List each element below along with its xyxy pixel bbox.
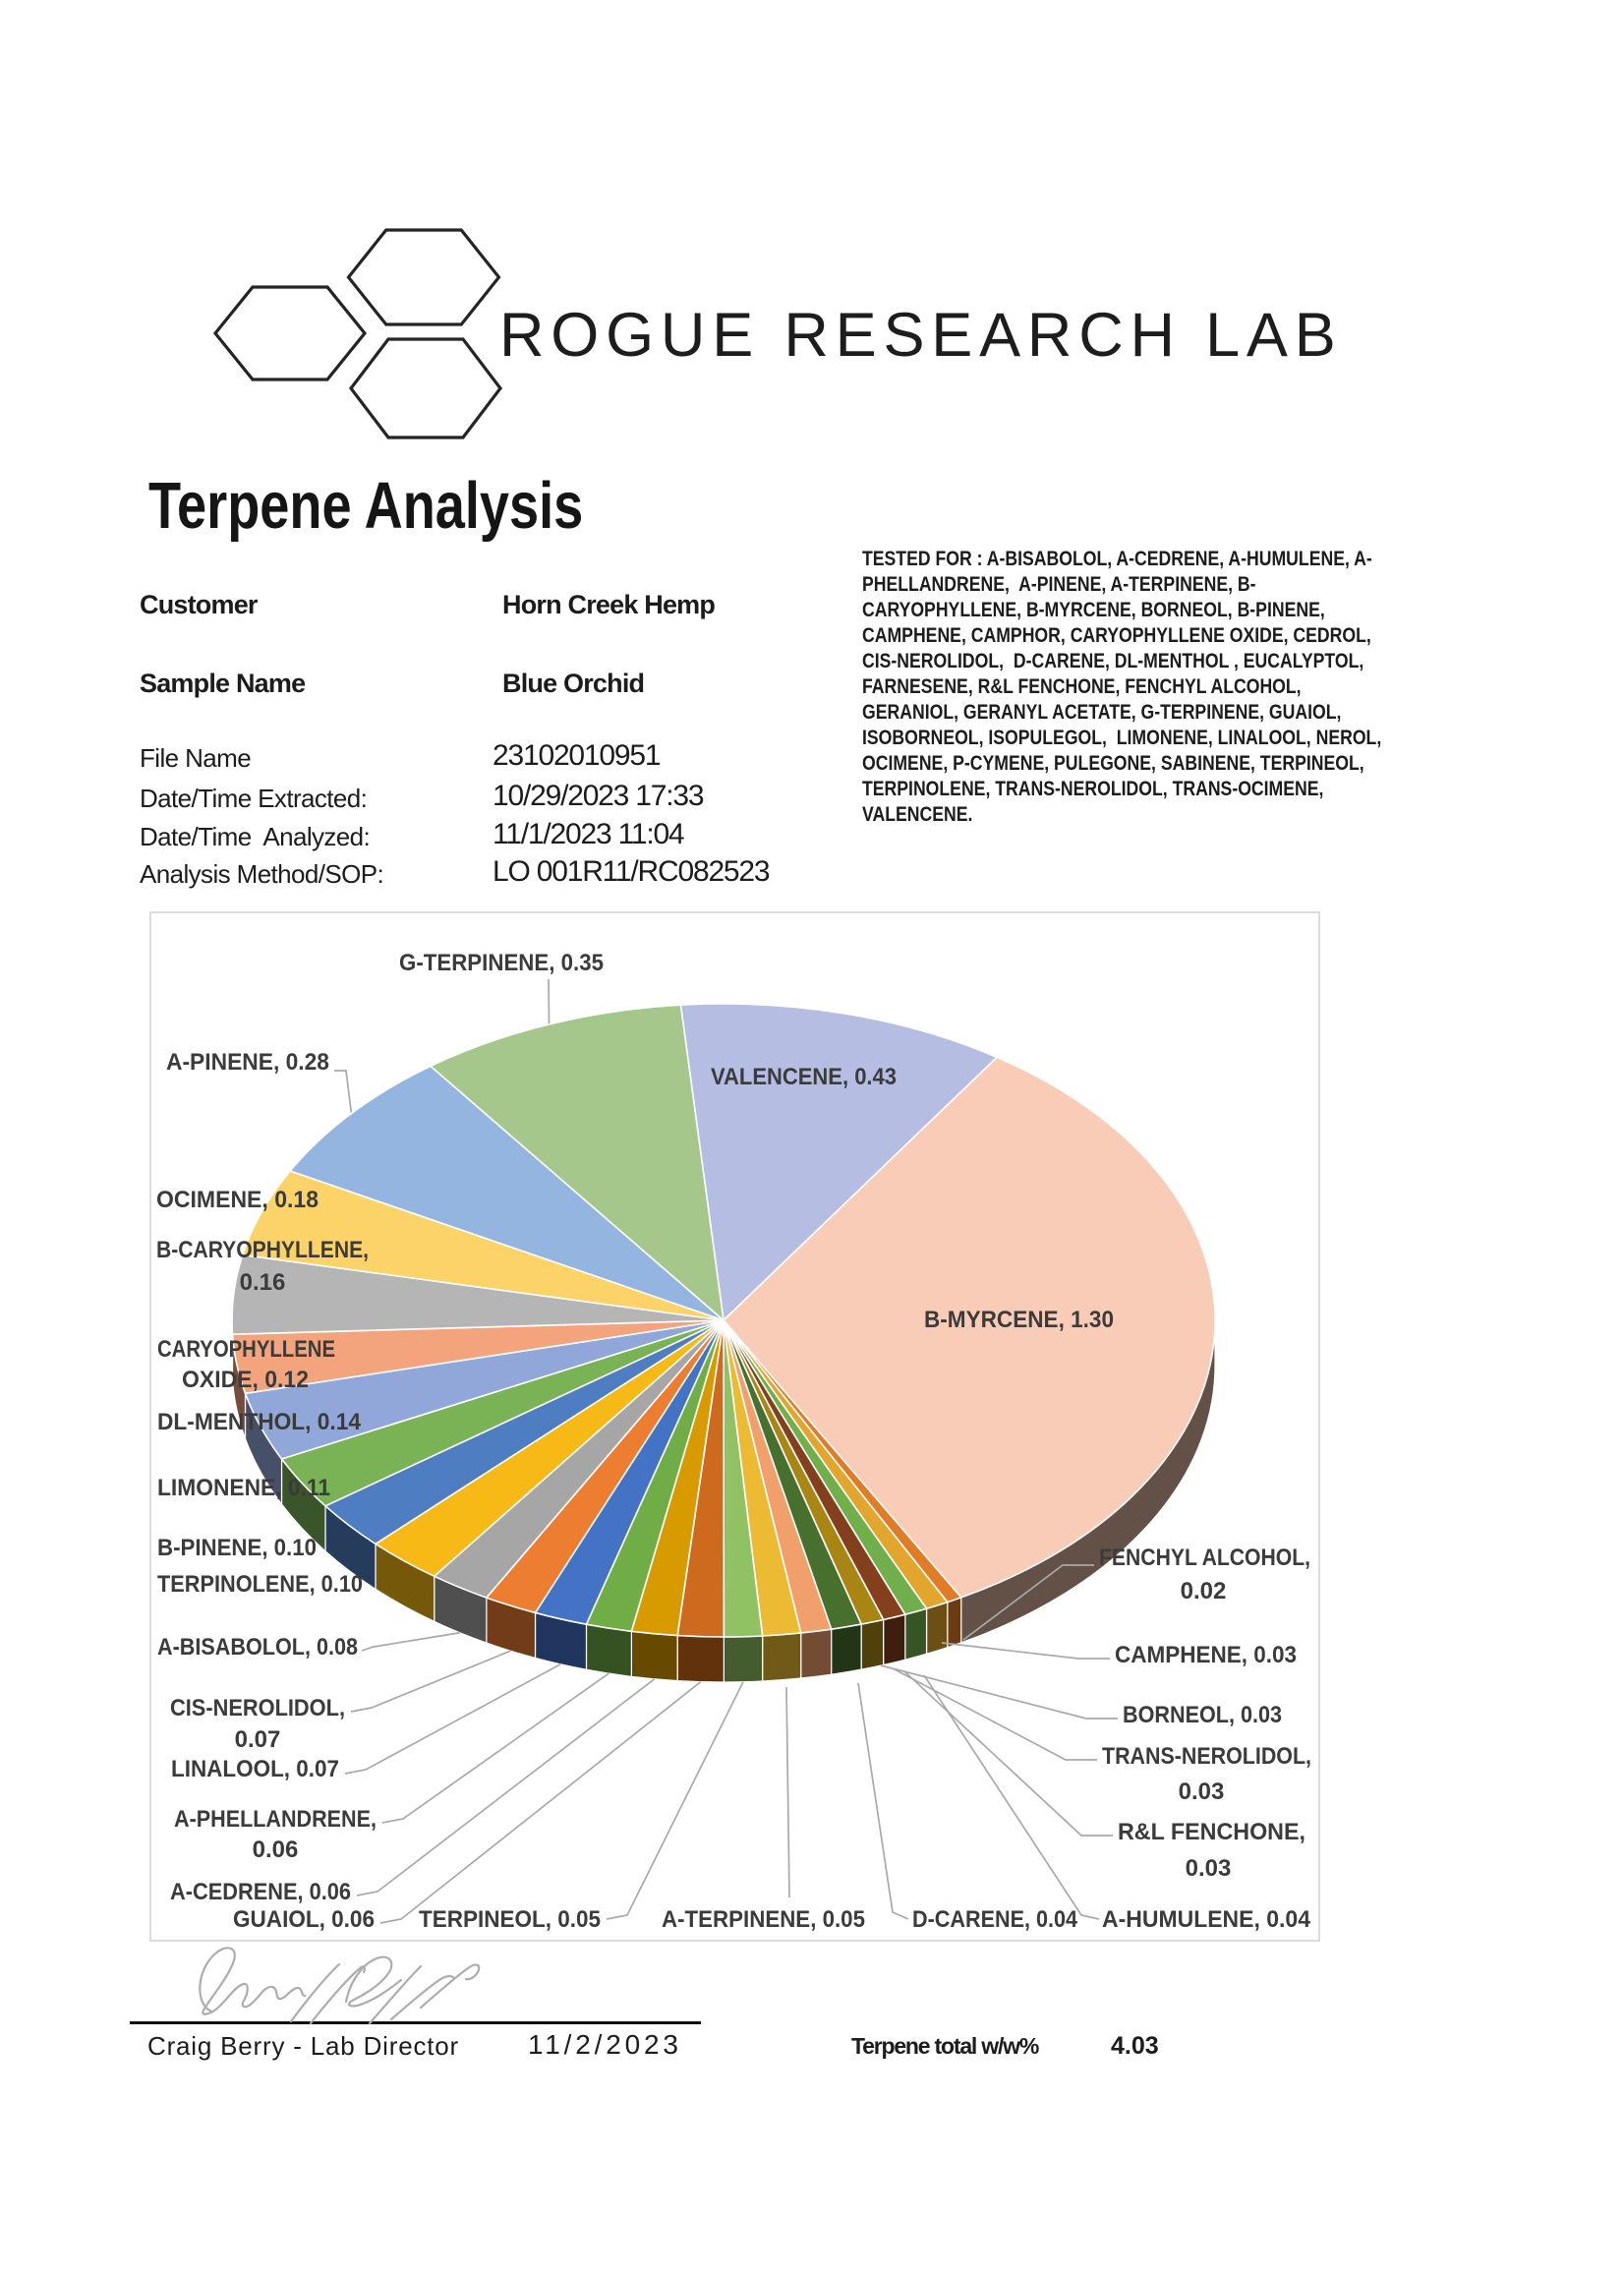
svg-text:D-CARENE, 0.04: D-CARENE, 0.04: [912, 1906, 1078, 1933]
svg-text:CIS-NEROLIDOL,: CIS-NEROLIDOL,: [170, 1695, 345, 1721]
svg-text:B-PINENE, 0.10: B-PINENE, 0.10: [157, 1535, 317, 1561]
svg-text:A-HUMULENE, 0.04: A-HUMULENE, 0.04: [1102, 1906, 1311, 1933]
svg-text:0.03: 0.03: [1179, 1778, 1225, 1805]
svg-text:CARYOPHYLLENE: CARYOPHYLLENE: [157, 1336, 335, 1363]
svg-text:R&L FENCHONE,: R&L FENCHONE,: [1118, 1819, 1305, 1845]
svg-text:VALENCENE, 0.43: VALENCENE, 0.43: [711, 1064, 897, 1090]
svg-text:0.02: 0.02: [1181, 1578, 1227, 1604]
svg-text:CAMPHENE, 0.03: CAMPHENE, 0.03: [1115, 1642, 1297, 1668]
svg-text:A-TERPINENE, 0.05: A-TERPINENE, 0.05: [662, 1906, 865, 1933]
svg-text:A-PHELLANDRENE,: A-PHELLANDRENE,: [174, 1806, 377, 1833]
svg-text:TERPINOLENE, 0.10: TERPINOLENE, 0.10: [157, 1571, 363, 1598]
svg-text:A-PINENE, 0.28: A-PINENE, 0.28: [166, 1049, 329, 1076]
svg-text:LINALOOL, 0.07: LINALOOL, 0.07: [171, 1756, 339, 1782]
svg-text:LIMONENE, 0.11: LIMONENE, 0.11: [157, 1475, 330, 1501]
svg-text:0.06: 0.06: [253, 1837, 299, 1863]
svg-text:A-BISABOLOL, 0.08: A-BISABOLOL, 0.08: [157, 1634, 358, 1661]
svg-text:GUAIOL, 0.06: GUAIOL, 0.06: [233, 1906, 375, 1933]
svg-text:G-TERPINENE, 0.35: G-TERPINENE, 0.35: [399, 950, 604, 976]
svg-text:B-MYRCENE, 1.30: B-MYRCENE, 1.30: [924, 1307, 1114, 1333]
svg-text:0.07: 0.07: [235, 1726, 281, 1753]
svg-text:DL-MENTHOL, 0.14: DL-MENTHOL, 0.14: [157, 1409, 362, 1435]
svg-text:OCIMENE, 0.18: OCIMENE, 0.18: [156, 1187, 319, 1213]
svg-text:TRANS-NEROLIDOL,: TRANS-NEROLIDOL,: [1102, 1743, 1311, 1770]
svg-text:0.03: 0.03: [1186, 1855, 1232, 1882]
svg-text:0.16: 0.16: [240, 1269, 286, 1296]
svg-text:B-CARYOPHYLLENE,: B-CARYOPHYLLENE,: [156, 1237, 369, 1263]
svg-text:A-CEDRENE, 0.06: A-CEDRENE, 0.06: [170, 1879, 351, 1905]
svg-text:OXIDE, 0.12: OXIDE, 0.12: [182, 1367, 309, 1393]
svg-text:BORNEOL, 0.03: BORNEOL, 0.03: [1123, 1702, 1282, 1728]
svg-text:FENCHYL ALCOHOL,: FENCHYL ALCOHOL,: [1099, 1545, 1310, 1571]
svg-text:TERPINEOL, 0.05: TERPINEOL, 0.05: [419, 1906, 601, 1933]
